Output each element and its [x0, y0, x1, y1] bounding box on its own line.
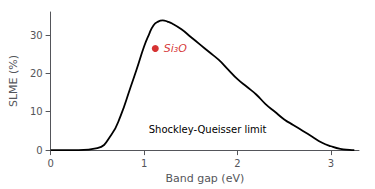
svg-text:0: 0 [47, 158, 53, 169]
svg-text:20: 20 [30, 68, 43, 79]
svg-text:30: 30 [30, 30, 43, 41]
svg-text:10: 10 [30, 106, 43, 117]
svg-text:1: 1 [141, 158, 147, 169]
svg-text:Band gap (eV): Band gap (eV) [165, 172, 244, 185]
svg-text:0: 0 [36, 145, 42, 156]
svg-text:SLME (%): SLME (%) [7, 55, 20, 107]
svg-text:3: 3 [328, 158, 334, 169]
svg-text:Si₃O: Si₃O [164, 42, 187, 55]
svg-text:2: 2 [234, 158, 240, 169]
svg-text:Shockley-Queisser limit: Shockley-Queisser limit [149, 124, 267, 135]
